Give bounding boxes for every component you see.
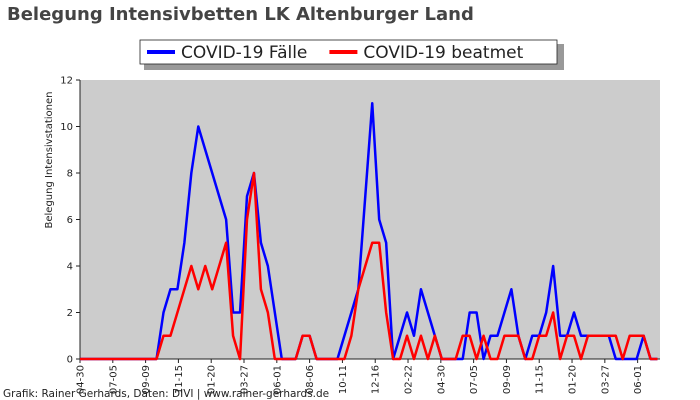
y-tick-label: 10 — [60, 122, 73, 133]
x-tick-label: 03-27 — [240, 365, 251, 394]
series-line — [80, 102, 658, 361]
x-tick-label: 07-05 — [108, 365, 119, 394]
series-line — [80, 171, 658, 361]
legend-label: COVID-19 beatmet — [363, 43, 523, 63]
chart-title: Belegung Intensivbetten LK Altenburger L… — [7, 4, 474, 25]
x-tick-label: 11-15 — [174, 365, 185, 394]
legend-label: COVID-19 Fälle — [181, 43, 307, 63]
x-tick-label: 04-30 — [436, 365, 447, 394]
x-tick-label: 03-27 — [600, 365, 611, 394]
x-tick-label: 12-16 — [371, 365, 382, 394]
footer: Grafik: Rainer Gerhards, Daten: DIVI | w… — [3, 388, 329, 400]
x-tick-label: 11-15 — [535, 365, 546, 394]
y-tick-label: 8 — [67, 169, 73, 180]
x-tick-label: 02-22 — [404, 365, 415, 394]
x-tick-label: 09-09 — [502, 365, 513, 394]
x-tick-label: 06-01 — [633, 365, 644, 394]
x-tick-label: 04-30 — [76, 365, 87, 394]
y-tick-label: 0 — [67, 355, 73, 366]
x-tick-label: 01-20 — [207, 365, 218, 394]
y-tick-label: 12 — [60, 76, 73, 87]
x-tick-label: 01-20 — [568, 365, 579, 394]
y-tick-label: 4 — [67, 262, 73, 273]
x-tick-label: 08-06 — [305, 365, 316, 394]
x-tick-label: 09-09 — [141, 365, 152, 394]
y-tick-label: 6 — [67, 215, 73, 226]
x-tick-label: 10-11 — [338, 365, 349, 394]
x-tick-label: 07-05 — [469, 365, 480, 394]
y-axis-label: Belegung Intensivstationen — [44, 91, 55, 228]
y-tick-label: 2 — [67, 308, 73, 319]
x-tick-label: 06-01 — [272, 365, 283, 394]
